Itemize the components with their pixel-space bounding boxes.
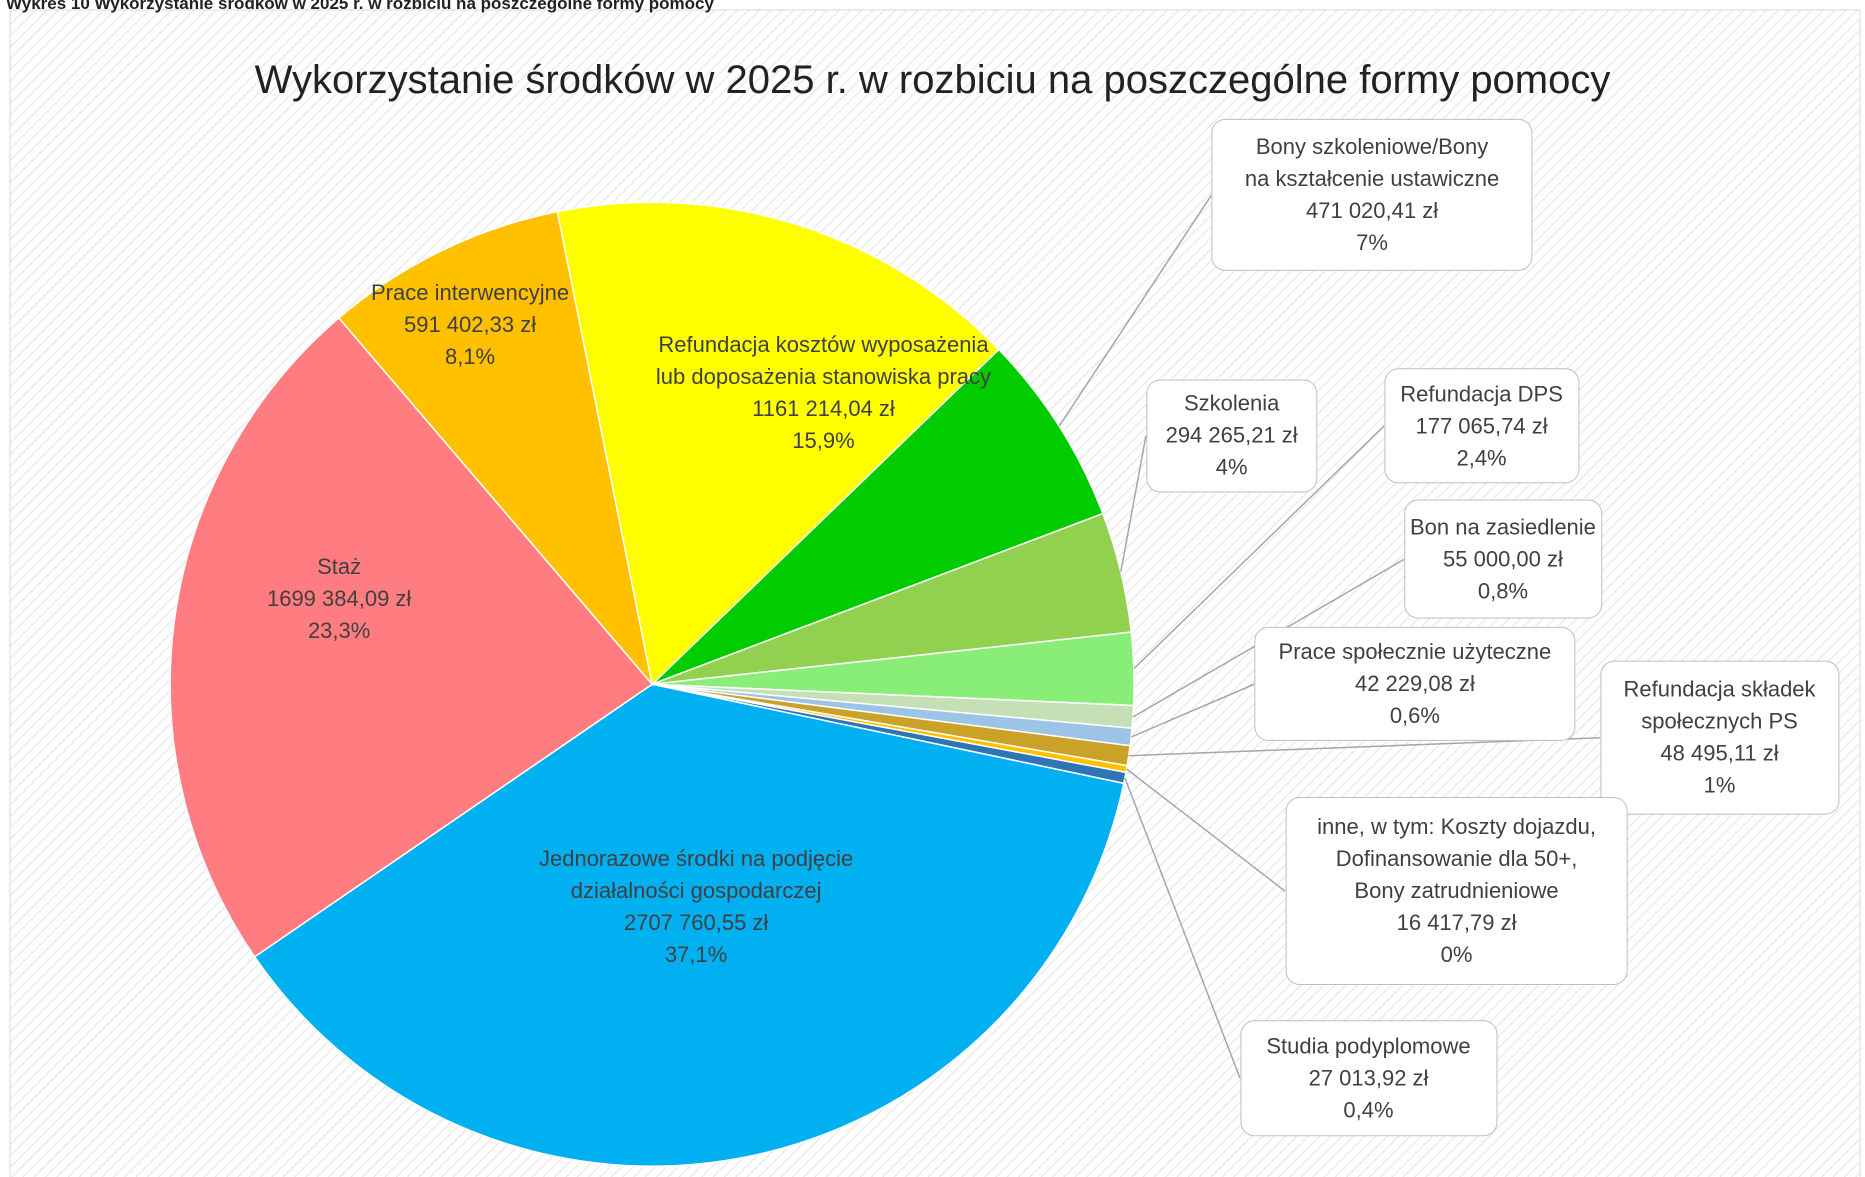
leader-line: [1058, 194, 1213, 427]
label-value: 1699 384,09 zł: [266, 585, 412, 611]
label-name: Szkolenia: [1183, 390, 1280, 416]
label-percent: 4%: [1215, 454, 1248, 480]
pie-slice: [169, 316, 654, 958]
label-value: 294 265,21 zł: [1165, 422, 1298, 448]
pie-slice: [253, 683, 1125, 1167]
data-label: Jednorazowe środki na podjęcie działalno…: [539, 843, 853, 971]
label-percent: 0,4%: [1343, 1097, 1394, 1123]
label-percent: 0,8%: [1477, 578, 1529, 604]
leader-line: [1130, 683, 1255, 738]
label-name: inne, w tym: Koszty dojazdu, Dofinansowa…: [1317, 814, 1596, 904]
label-name: Bon na zasiedlenie: [1410, 514, 1596, 540]
leader-line: [1124, 777, 1241, 1079]
leader-line: [1133, 425, 1385, 670]
data-label: Refundacja składek społecznych PS 48 495,…: [1599, 660, 1840, 816]
label-percent: 1%: [1703, 772, 1736, 798]
label-percent: 15,9%: [792, 427, 855, 453]
label-percent: 7%: [1356, 230, 1388, 256]
pie-slice: [651, 348, 1104, 685]
data-label: Staż 1699 384,09 zł 23,3%: [267, 551, 411, 647]
data-label: Prace społecznie użyteczne 42 229,08 zł 0,…: [1254, 627, 1576, 742]
label-value: 42 229,08 zł: [1354, 671, 1475, 697]
label-name: Refundacja DPS: [1400, 381, 1563, 407]
label-percent: 0,6%: [1389, 703, 1440, 729]
label-name: Bony szkoleniowe/Bony na kształcenie ust…: [1244, 134, 1500, 192]
data-label: Refundacja DPS 177 065,74 zł 2,4%: [1383, 368, 1580, 484]
label-value: 16 417,79 zł: [1396, 910, 1517, 936]
data-label: Prace interwencyjne 591 402,33 zł 8,1%: [371, 277, 569, 373]
leader-line: [1120, 435, 1147, 573]
label-name: Prace interwencyjne: [370, 279, 570, 305]
data-label: Bon na zasiedlenie 55 000,00 zł 0,8%: [1404, 499, 1602, 619]
label-name: Studia podyplomowe: [1266, 1033, 1471, 1059]
leader-line: [1126, 768, 1286, 892]
label-percent: 8,1%: [444, 343, 496, 369]
label-value: 55 000,00 zł: [1443, 546, 1563, 572]
label-name: Jednorazowe środki na podjęcie działalno…: [538, 845, 854, 903]
label-value: 27 013,92 zł: [1308, 1065, 1429, 1091]
label-percent: 0%: [1440, 942, 1473, 968]
pie-slice: [556, 201, 1000, 686]
label-name: Refundacja kosztów wyposażenia lub dopos…: [655, 331, 992, 389]
label-value: 177 065,74 zł: [1415, 413, 1548, 439]
label-percent: 37,1%: [664, 941, 728, 967]
label-name: Refundacja składek społecznych PS: [1623, 676, 1816, 734]
label-percent: 23,3%: [307, 617, 371, 643]
pie-slice: [337, 210, 654, 687]
label-value: 471 020,41 zł: [1306, 198, 1439, 224]
label-value: 48 495,11 zł: [1660, 740, 1779, 766]
label-name: Staż: [317, 553, 362, 579]
label-value: 591 402,33 zł: [403, 311, 537, 337]
caption: Wykres 10 Wykorzystanie środków w 2025 r…: [6, 0, 714, 13]
data-label: Szkolenia 294 265,21 zł 4%: [1145, 379, 1318, 493]
data-label: Refundacja kosztów wyposażenia lub dopos…: [656, 329, 991, 457]
data-label: Studia podyplomowe 27 013,92 zł 0,4%: [1239, 1020, 1498, 1136]
label-name: Prace społecznie użyteczne: [1278, 639, 1552, 665]
label-value: 2707 760,55 zł: [623, 909, 769, 935]
data-label: Bony szkoleniowe/Bony na kształcenie ust…: [1211, 119, 1533, 272]
label-percent: 2,4%: [1456, 445, 1507, 471]
chart-title: Wykorzystanie środków w 2025 r. w rozbic…: [254, 58, 1611, 102]
data-label: inne, w tym: Koszty dojazdu, Dofinansowa…: [1285, 797, 1628, 986]
label-value: 1161 214,04 zł: [752, 395, 895, 421]
